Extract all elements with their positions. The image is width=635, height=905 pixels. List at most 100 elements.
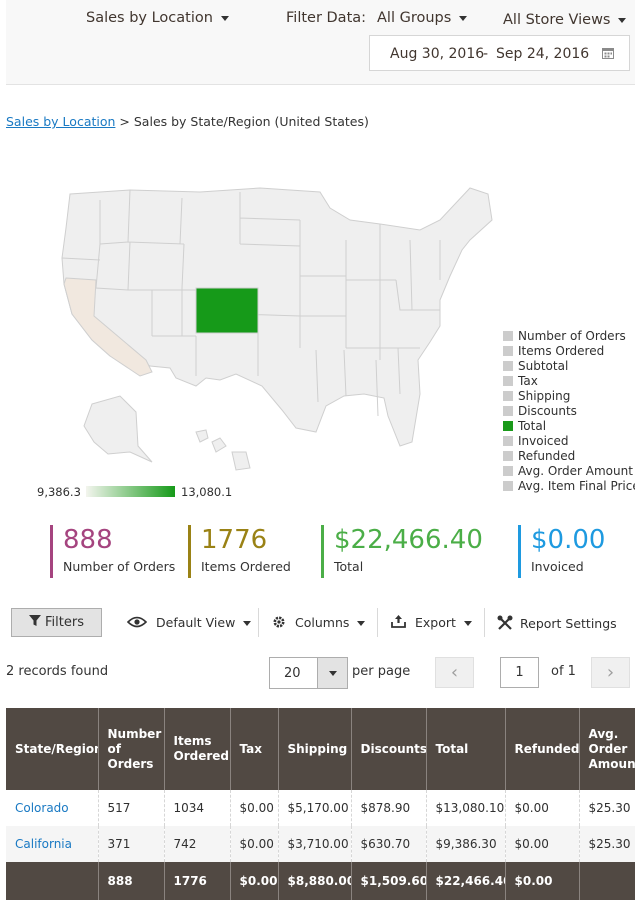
table-row: California 371 742 $0.00 $3,710.00 $630.… xyxy=(6,826,635,862)
current-page-input[interactable]: 1 xyxy=(500,657,539,688)
breadcrumb-link-sales-by-location[interactable]: Sales by Location xyxy=(6,114,116,129)
legend-item[interactable]: Subtotal xyxy=(503,359,635,374)
legend-label: Items Ordered xyxy=(518,344,605,358)
filter-icon xyxy=(29,615,42,626)
column-header[interactable]: State/Region xyxy=(6,708,99,790)
store-views-select-value: All Store Views xyxy=(503,12,611,28)
table-cell: $9,386.30 xyxy=(426,826,506,862)
sales-by-region-table: State/Region Number of Orders Items Orde… xyxy=(6,708,635,900)
state-california xyxy=(63,277,153,377)
total-cell xyxy=(579,862,635,900)
column-header[interactable]: Number of Orders xyxy=(98,708,165,790)
table-cell: $878.90 xyxy=(351,790,427,826)
kpi-label: Number of Orders xyxy=(63,559,176,574)
columns-label: Columns xyxy=(295,615,350,630)
table-header-row: State/Region Number of Orders Items Orde… xyxy=(6,708,635,790)
legend-swatch xyxy=(503,481,513,491)
groups-select[interactable]: All Groups xyxy=(377,10,468,26)
export-label: Export xyxy=(415,615,456,630)
totals-row: 888 1776 $0.00 $8,880.00 $1,509.60 $22,4… xyxy=(6,862,635,900)
region-link[interactable]: Colorado xyxy=(15,801,69,815)
default-view-dropdown[interactable]: Default View xyxy=(126,615,252,630)
column-header[interactable]: Tax xyxy=(230,708,279,790)
export-dropdown[interactable]: Export xyxy=(391,615,472,630)
legend-item[interactable]: Tax xyxy=(503,374,635,389)
filters-button-label: Filters xyxy=(45,615,84,630)
calendar-icon[interactable] xyxy=(602,47,614,59)
legend-item[interactable]: Refunded xyxy=(503,449,635,464)
eye-icon xyxy=(126,616,148,628)
column-header[interactable]: Shipping xyxy=(278,708,352,790)
legend-label: Number of Orders xyxy=(518,329,626,343)
legend-swatch xyxy=(503,421,513,431)
next-page-button[interactable]: › xyxy=(591,657,630,688)
table-cell: 371 xyxy=(98,826,165,862)
kpi-items-ordered: 1776 Items Ordered xyxy=(188,525,291,578)
chevron-down-icon[interactable] xyxy=(317,658,347,688)
grid-toolbar: Filters Default View Columns Export Repo… xyxy=(0,608,635,638)
legend-item[interactable]: Invoiced xyxy=(503,434,635,449)
state-borders xyxy=(61,189,441,417)
column-header[interactable]: Avg. Order Amount xyxy=(579,708,635,790)
legend-item[interactable]: Avg. Order Amount xyxy=(503,464,635,479)
legend-item[interactable]: Items Ordered xyxy=(503,344,635,359)
breadcrumb-separator: > xyxy=(119,114,130,129)
legend-swatch xyxy=(503,361,513,371)
total-cell: $22,466.40 xyxy=(426,862,506,900)
table-cell: $0.00 xyxy=(505,790,580,826)
previous-page-button[interactable]: ‹ xyxy=(435,657,474,688)
table-cell: 517 xyxy=(98,790,165,826)
legend-swatch xyxy=(503,466,513,476)
breadcrumb-current: Sales by State/Region (United States) xyxy=(133,114,369,129)
store-views-select[interactable]: All Store Views xyxy=(503,12,627,28)
scale-max-label: 13,080.1 xyxy=(181,485,233,499)
legend-item[interactable]: Shipping xyxy=(503,389,635,404)
divider xyxy=(377,608,378,637)
report-menu-dropdown[interactable]: Sales by Location xyxy=(86,10,229,26)
filters-button[interactable]: Filters xyxy=(11,608,102,637)
legend-item[interactable]: Avg. Item Final Price xyxy=(503,479,635,494)
legend-swatch xyxy=(503,331,513,341)
kpi-label: Total xyxy=(334,559,364,574)
map-legend: Number of Orders Items Ordered Subtotal Tax… xyxy=(503,329,635,494)
total-cell xyxy=(6,862,99,900)
table-cell: $3,710.00 xyxy=(278,826,352,862)
date-range-picker[interactable]: Aug 30, 2016 - Sep 24, 2016 xyxy=(369,35,630,71)
table-cell: $0.00 xyxy=(230,790,279,826)
state-alaska xyxy=(83,395,153,463)
legend-item[interactable]: Number of Orders xyxy=(503,329,635,344)
table-cell: 742 xyxy=(164,826,231,862)
report-settings-label: Report Settings xyxy=(520,616,617,631)
gear-icon xyxy=(273,616,285,628)
date-to: Sep 24, 2016 xyxy=(496,46,590,62)
us-map xyxy=(61,187,493,471)
report-settings-button[interactable]: Report Settings xyxy=(497,615,617,631)
legend-label: Discounts xyxy=(518,404,577,418)
columns-dropdown[interactable]: Columns xyxy=(272,615,366,630)
chevron-down-icon xyxy=(463,621,472,626)
kpi-label: Items Ordered xyxy=(201,559,291,574)
column-header[interactable]: Total xyxy=(426,708,506,790)
kpi-value: $0.00 xyxy=(531,525,606,555)
page-size-value: 20 xyxy=(284,666,301,681)
kpi-value: $22,466.40 xyxy=(334,525,483,555)
column-header[interactable]: Discounts xyxy=(351,708,427,790)
color-scale-bar xyxy=(86,486,175,497)
legend-label: Tax xyxy=(518,374,538,388)
breadcrumb: Sales by Location > Sales by State/Regio… xyxy=(6,114,369,129)
legend-swatch xyxy=(503,406,513,416)
legend-item[interactable]: Discounts xyxy=(503,404,635,419)
legend-swatch xyxy=(503,376,513,386)
legend-item[interactable]: Total xyxy=(503,419,635,434)
column-header[interactable]: Refunded xyxy=(505,708,580,790)
total-cell: 1776 xyxy=(164,862,231,900)
legend-swatch xyxy=(503,451,513,461)
page-size-select[interactable]: 20 xyxy=(269,657,348,689)
kpi-value: 888 xyxy=(63,525,113,555)
export-icon xyxy=(391,615,406,628)
total-cell: $8,880.00 xyxy=(278,862,352,900)
region-link[interactable]: California xyxy=(15,837,72,851)
total-cell: $0.00 xyxy=(505,862,580,900)
table-cell: $630.70 xyxy=(351,826,427,862)
column-header[interactable]: Items Ordered xyxy=(164,708,231,790)
